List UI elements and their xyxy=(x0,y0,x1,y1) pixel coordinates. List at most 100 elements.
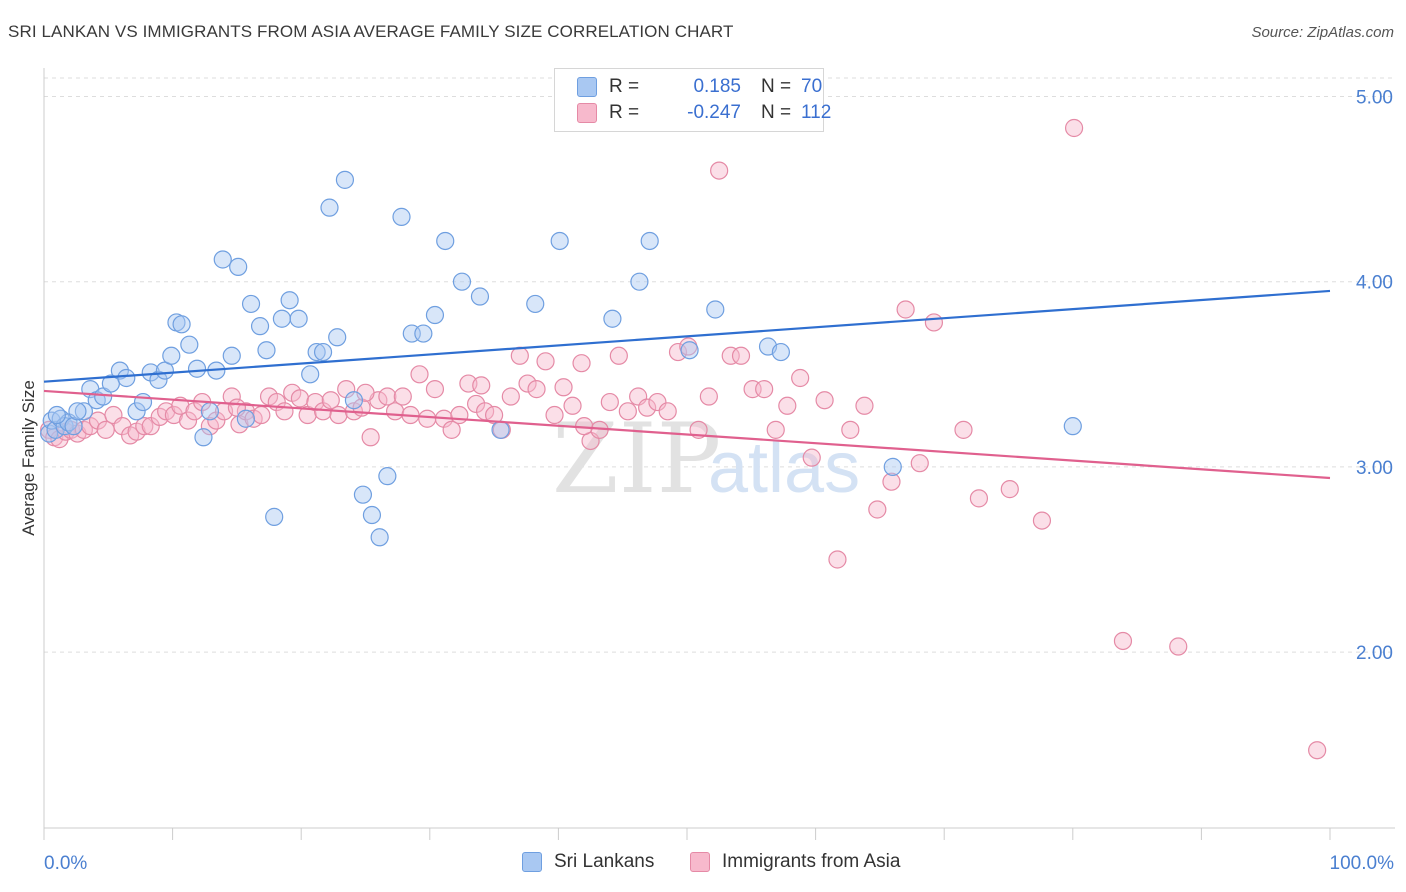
data-point xyxy=(1064,118,1084,138)
data-point xyxy=(630,272,649,291)
data-point xyxy=(755,380,774,399)
data-point xyxy=(320,198,339,217)
data-point xyxy=(207,411,226,430)
data-point xyxy=(307,342,326,362)
data-point xyxy=(868,500,887,519)
data-point xyxy=(1063,417,1082,436)
tick-labels: 2.00 3.00 4.00 5.00 0.0% 100.0% xyxy=(44,88,1394,874)
data-point xyxy=(127,402,146,421)
chart-title: SRI LANKAN VS IMMIGRANTS FROM ASIA AVERA… xyxy=(8,22,734,41)
data-point xyxy=(1113,631,1133,651)
data-point xyxy=(241,294,261,314)
legend-r-value: -0.247 xyxy=(687,102,741,123)
data-point xyxy=(699,387,718,406)
data-point xyxy=(527,380,546,399)
data-point xyxy=(1169,637,1188,656)
legend-swatch-pink xyxy=(577,103,597,123)
data-point xyxy=(668,342,688,362)
series-legend: Sri Lankans Immigrants from Asia xyxy=(0,851,1406,879)
data-point xyxy=(344,391,364,410)
data-point xyxy=(74,402,93,421)
data-point xyxy=(289,309,308,328)
data-point xyxy=(721,346,740,365)
data-point xyxy=(313,342,333,362)
legend-n-label: N = xyxy=(761,76,792,97)
data-point xyxy=(370,528,389,547)
data-point xyxy=(200,402,219,421)
data-point xyxy=(335,170,355,189)
data-point xyxy=(250,317,270,336)
data-point xyxy=(550,231,569,251)
data-point xyxy=(883,457,902,476)
data-point xyxy=(896,300,915,319)
data-point xyxy=(706,300,725,319)
data-point xyxy=(280,291,299,310)
data-point xyxy=(361,428,380,447)
data-point xyxy=(778,396,797,415)
trend-line xyxy=(43,289,1331,383)
data-point xyxy=(378,467,397,486)
data-point xyxy=(648,392,667,412)
data-point xyxy=(306,392,325,412)
data-point xyxy=(452,272,472,291)
data-point xyxy=(178,411,198,430)
data-point xyxy=(425,380,445,399)
data-point xyxy=(362,505,382,525)
data-point xyxy=(969,489,989,508)
watermark: ZIP atlas xyxy=(552,403,860,515)
data-point xyxy=(229,257,248,276)
data-point xyxy=(600,392,619,412)
legend-r-value: 0.185 xyxy=(693,76,741,97)
data-point xyxy=(545,405,564,425)
y-tick-label: 5.00 xyxy=(1356,88,1393,109)
data-point xyxy=(117,368,136,388)
data-point xyxy=(213,250,232,269)
x-tick-label: 100.0% xyxy=(1330,853,1395,874)
data-point xyxy=(638,398,657,417)
data-point xyxy=(64,417,83,436)
data-point xyxy=(554,378,573,397)
data-point xyxy=(501,387,520,406)
data-point xyxy=(321,391,340,410)
chart-source: Source: ZipAtlas.com xyxy=(1251,24,1394,41)
data-point xyxy=(640,231,659,251)
legend-item-sri-lankans: Sri Lankans xyxy=(522,851,654,873)
data-point xyxy=(47,405,66,425)
legend-n-label: N = xyxy=(761,102,792,123)
data-point xyxy=(802,448,821,467)
x-tick-label: 0.0% xyxy=(44,853,87,874)
data-point xyxy=(436,231,455,251)
data-point xyxy=(392,207,411,226)
data-point xyxy=(710,161,729,180)
data-point xyxy=(133,392,153,412)
data-point xyxy=(301,365,320,384)
data-point xyxy=(414,324,433,343)
y-tick-label: 4.00 xyxy=(1356,273,1393,294)
data-point xyxy=(563,396,582,415)
data-point xyxy=(450,405,469,425)
legend-r-label: R = xyxy=(609,76,640,97)
data-point xyxy=(491,420,510,439)
legend-swatch-blue xyxy=(522,852,542,872)
data-point xyxy=(924,313,944,332)
correlation-legend: R = 0.185 N = 70 R = -0.247 N = 112 xyxy=(554,68,831,132)
data-point xyxy=(1000,480,1019,499)
data-point xyxy=(187,359,207,378)
data-point xyxy=(815,391,834,410)
data-point xyxy=(252,405,271,425)
legend-label-sri-lankans: Sri Lankans xyxy=(554,851,655,872)
data-point xyxy=(410,365,429,384)
data-point xyxy=(472,376,491,395)
legend-n-value: 70 xyxy=(801,76,823,97)
data-point xyxy=(658,402,677,421)
data-point xyxy=(172,315,191,334)
data-point xyxy=(257,341,276,360)
data-point xyxy=(518,374,537,393)
data-point xyxy=(141,363,160,382)
data-point xyxy=(1032,511,1052,530)
data-point xyxy=(680,341,699,360)
data-point xyxy=(828,550,847,569)
data-point xyxy=(194,428,213,447)
legend-r-label: R = xyxy=(609,102,640,123)
